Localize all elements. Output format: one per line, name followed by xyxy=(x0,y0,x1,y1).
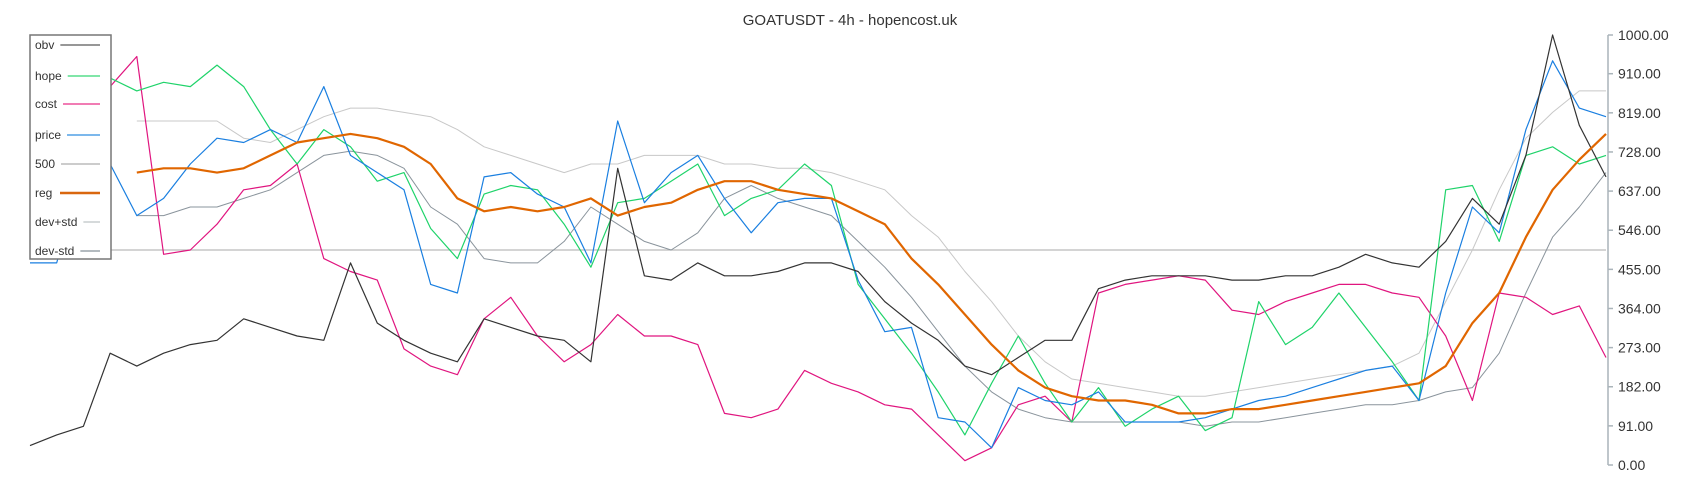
legend-item-500[interactable]: 500 xyxy=(35,157,100,171)
y-tick-label: 182.00 xyxy=(1618,379,1661,395)
y-axis: 0.00 91.00 182.00 273.00 364.00 455.00 546.00 6… xyxy=(1607,27,1669,473)
legend-item-hope[interactable]: hope xyxy=(35,69,100,83)
legend-label: dev-std xyxy=(35,244,74,258)
series-line-dev-std xyxy=(136,90,1606,397)
series-line-obv xyxy=(29,34,1607,447)
legend-label: dev+std xyxy=(35,215,77,229)
legend-item-dev-std[interactable]: dev-std xyxy=(35,244,100,258)
legend-label: reg xyxy=(35,186,52,200)
chart-title: GOATUSDT - 4h - hopencost.uk xyxy=(743,12,958,29)
legend-label: price xyxy=(35,128,61,142)
y-tick-label: 546.00 xyxy=(1618,222,1661,238)
y-tick-label: 273.00 xyxy=(1618,340,1661,356)
y-tick-label: 910.00 xyxy=(1618,66,1661,82)
legend-label: obv xyxy=(35,38,54,52)
series-line-cost xyxy=(29,51,1607,462)
y-tick-label: 0.00 xyxy=(1618,457,1645,473)
y-tick-label: 1000.00 xyxy=(1618,27,1669,43)
series-layer xyxy=(29,34,1607,462)
legend: obv hope cost price 500 reg dev+std dev-std xyxy=(29,34,112,260)
y-tick-label: 364.00 xyxy=(1618,300,1661,316)
y-tick-label: 637.00 xyxy=(1618,183,1661,199)
y-tick-label: 819.00 xyxy=(1618,105,1661,121)
series-line-reg xyxy=(136,132,1607,415)
series-line-hope xyxy=(30,55,1607,436)
series-line-dev-std xyxy=(136,150,1607,427)
y-tick-label: 728.00 xyxy=(1618,144,1661,160)
y-tick-label: 91.00 xyxy=(1618,418,1653,434)
legend-item-reg[interactable]: reg xyxy=(35,186,100,200)
legend-item-obv[interactable]: obv xyxy=(35,38,100,52)
legend-item-dev-std[interactable]: dev+std xyxy=(35,215,100,229)
legend-label: 500 xyxy=(35,157,55,171)
legend-label: hope xyxy=(35,69,62,83)
legend-label: cost xyxy=(35,97,58,111)
legend-item-price[interactable]: price xyxy=(35,128,100,142)
series-line-price xyxy=(30,60,1607,449)
y-tick-label: 455.00 xyxy=(1618,261,1661,277)
legend-item-cost[interactable]: cost xyxy=(35,97,100,111)
